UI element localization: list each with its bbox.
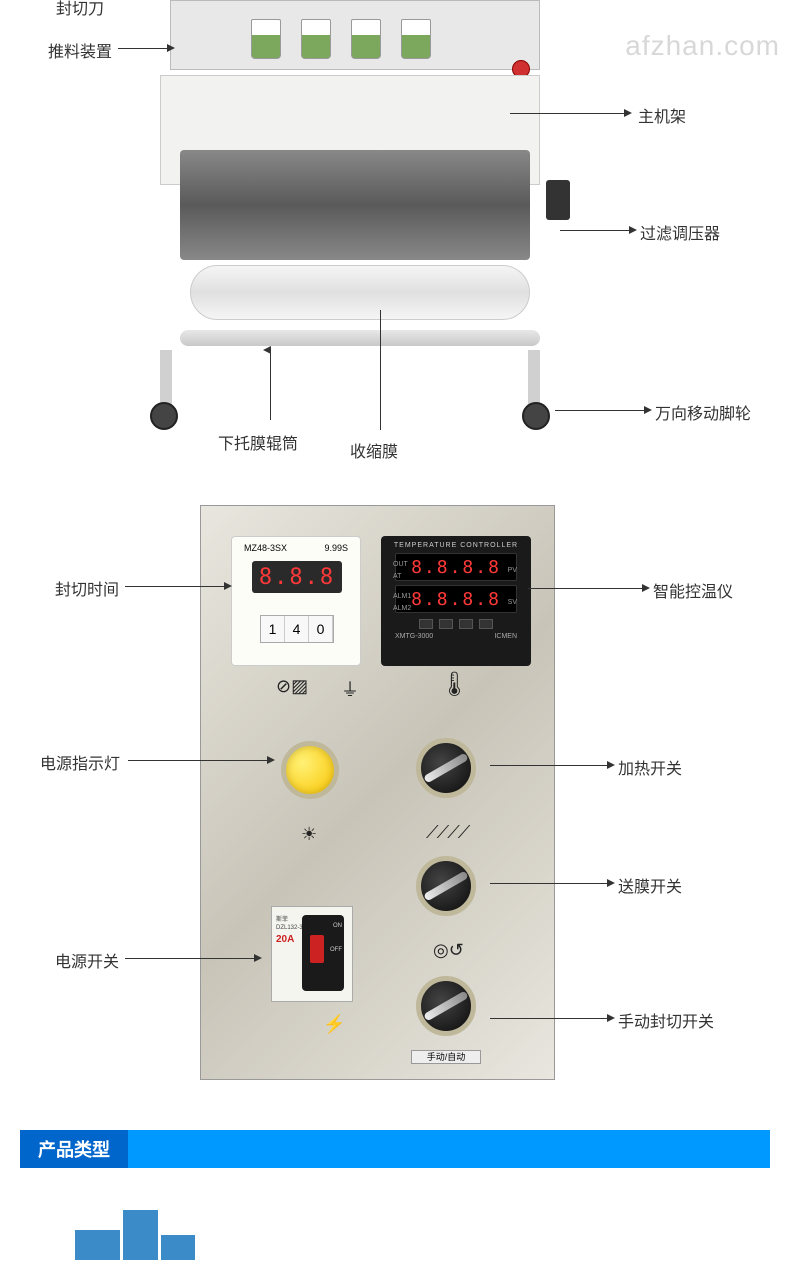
heater-icon: ⟋⟋⟋⟋ (426, 822, 468, 843)
arrow (125, 586, 225, 587)
section-title: 产品类型 (20, 1130, 128, 1168)
feed-switch-knob (416, 856, 476, 916)
timer-model: MZ48-3SX (244, 543, 287, 553)
label-seal-time: 封切时间 (55, 576, 119, 600)
label-seal-knife: 封切刀 (56, 0, 104, 19)
cup-icon (251, 19, 281, 59)
label-power-switch: 电源开关 (55, 948, 119, 972)
arrow (125, 958, 255, 959)
label-shrink-film: 收缩膜 (350, 438, 398, 462)
dial-digit: 1 (261, 616, 285, 642)
arrow (118, 48, 168, 49)
circuit-breaker: 斯菲 DZL132-32 20A ON OFF (271, 906, 353, 1002)
manual-seal-knob (416, 976, 476, 1036)
label-main-frame: 主机架 (638, 103, 686, 127)
watermark-text: afzhan.com (625, 30, 780, 62)
caster-wheel-icon (150, 402, 178, 430)
sun-icon: ☀ (301, 824, 317, 845)
heat-switch-knob (416, 738, 476, 798)
machine-illustration (140, 0, 560, 430)
breaker-body: ON OFF (302, 915, 344, 991)
timer-value: 8.8.8 (259, 565, 335, 590)
temp-title: TEMPERATURE CONTROLLER (387, 542, 525, 549)
label-filter-regulator: 过滤调压器 (640, 220, 720, 244)
timer-thumbwheel: 1 4 0 (260, 615, 334, 643)
ground-icon: ⏚ (341, 676, 359, 702)
temp-buttons (387, 619, 525, 629)
thumb-part (123, 1210, 158, 1260)
alm1-label: ALM1 (393, 593, 411, 600)
label-heat-switch: 加热开关 (618, 755, 682, 779)
label-caster: 万向移动脚轮 (655, 400, 751, 424)
roller-icon: ◎↺ (433, 940, 464, 961)
sv-label: SV (508, 599, 517, 606)
thermometer-icon: 🌡 (439, 670, 469, 699)
thumb-part (75, 1230, 120, 1260)
filter-regulator-part (546, 180, 570, 220)
arrow (560, 230, 630, 231)
film-bar (180, 330, 540, 346)
label-feed-switch: 送膜开关 (618, 873, 682, 897)
at-label: AT (393, 573, 401, 580)
lightning-icon: ⚡ (323, 1014, 345, 1035)
cup-icon (301, 19, 331, 59)
alm2-label: ALM2 (393, 605, 411, 612)
out-label: OUT (393, 561, 408, 568)
label-temp-controller: 智能控温仪 (653, 578, 733, 602)
temp-model-row: XMTG-3000 ICMEN (387, 629, 525, 640)
label-manual-seal: 手动封切开关 (618, 1008, 714, 1032)
off-label: OFF (330, 947, 342, 953)
cup-icon (401, 19, 431, 59)
label-lower-roller: 下托膜辊筒 (218, 430, 298, 454)
section-banner: 产品类型 (20, 1130, 770, 1168)
timer-module: MZ48-3SX 9.99S 8.8.8 1 4 0 (231, 536, 361, 666)
power-indicator-light (281, 741, 339, 799)
arrow (270, 350, 271, 420)
pv-display: 8.8.8.8 (395, 553, 517, 581)
label-power-light: 电源指示灯 (40, 750, 120, 774)
film-roll-upper (180, 150, 530, 260)
knob-mode-label: 手动/自动 (411, 1050, 481, 1064)
diagram-canvas: afzhan.com 封切刀 推料装置 主机架 过滤调压器 万向移动脚轮 下托膜… (0, 0, 790, 1261)
label-pusher: 推料装置 (48, 38, 112, 62)
cup-icon (351, 19, 381, 59)
arrow (380, 310, 381, 430)
arrow (528, 588, 643, 589)
temperature-controller: TEMPERATURE CONTROLLER OUT AT PV 8.8.8.8… (381, 536, 531, 666)
sv-display: 8.8.8.8 (395, 585, 517, 613)
breaker-switch (310, 935, 324, 963)
timer-range: 9.99S (324, 543, 348, 553)
caster-wheel-icon (522, 402, 550, 430)
dial-digit: 4 (285, 616, 309, 642)
machine-tray (170, 0, 540, 70)
arrow (510, 113, 625, 114)
arrow (128, 760, 268, 761)
arrow (555, 410, 645, 411)
thumb-part (161, 1235, 195, 1260)
control-panel: MZ48-3SX 9.99S 8.8.8 1 4 0 TEMPERATURE C… (200, 505, 555, 1080)
temp-btn (419, 619, 433, 629)
temp-btn (479, 619, 493, 629)
machine-leg (528, 350, 540, 410)
temp-model-left: XMTG-3000 (395, 633, 433, 640)
arrow (490, 883, 608, 884)
seal-icon: ⊘▨ (276, 676, 308, 697)
temp-btn (459, 619, 473, 629)
machine-leg (160, 350, 172, 410)
temp-btn (439, 619, 453, 629)
dial-digit: 0 (309, 616, 333, 642)
arrow (490, 765, 608, 766)
arrow (270, 350, 271, 351)
arrow (490, 1018, 608, 1019)
timer-display: 8.8.8 (252, 561, 342, 593)
pv-label: PV (508, 567, 517, 574)
on-label: ON (333, 923, 342, 929)
temp-model-right: ICMEN (494, 633, 517, 640)
film-roll-lower (190, 265, 530, 320)
product-thumbnail (75, 1210, 195, 1260)
